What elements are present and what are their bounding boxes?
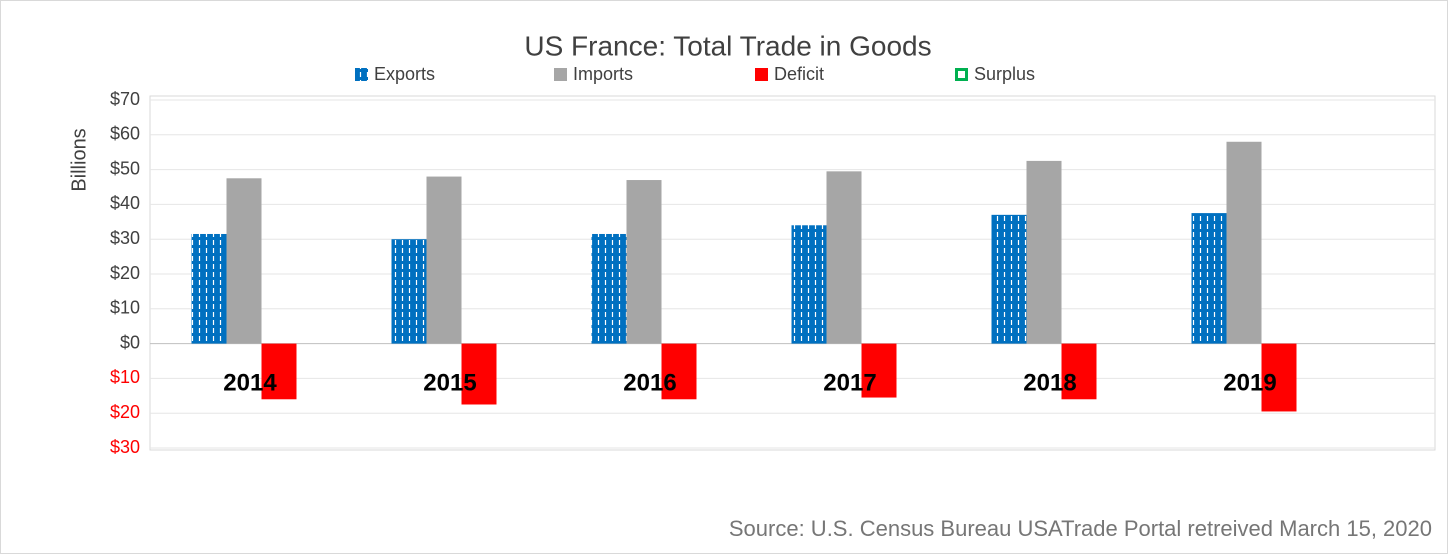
bar bbox=[591, 233, 627, 344]
legend-label: Deficit bbox=[774, 64, 824, 84]
x-tick-label: 2015 bbox=[423, 369, 476, 396]
legend-swatch bbox=[755, 68, 768, 81]
bar bbox=[391, 239, 427, 344]
bar bbox=[826, 171, 862, 344]
legend-swatch bbox=[955, 68, 968, 81]
y-tick-label: $60 bbox=[110, 124, 140, 144]
chart-title: US France: Total Trade in Goods bbox=[524, 30, 931, 61]
x-tick-label: 2018 bbox=[1023, 369, 1076, 396]
bar bbox=[461, 343, 497, 405]
y-tick-label: $30 bbox=[110, 437, 140, 457]
y-tick-label: $0 bbox=[120, 332, 140, 352]
x-tick-label: 2016 bbox=[623, 369, 676, 396]
bar bbox=[1061, 343, 1097, 400]
y-tick-label: $70 bbox=[110, 89, 140, 109]
bar bbox=[1191, 213, 1227, 344]
y-axis-label: Billions bbox=[68, 128, 90, 191]
bar bbox=[261, 343, 297, 400]
y-tick-label: $10 bbox=[110, 367, 140, 387]
bar bbox=[791, 225, 827, 344]
y-tick-label: $50 bbox=[110, 158, 140, 178]
x-tick-label: 2019 bbox=[1223, 369, 1276, 396]
legend-swatch bbox=[554, 68, 567, 81]
legend-label: Imports bbox=[573, 64, 633, 84]
bar bbox=[861, 343, 897, 398]
bar bbox=[1226, 141, 1262, 344]
bar bbox=[626, 180, 662, 344]
y-tick-label: $10 bbox=[110, 298, 140, 318]
legend-swatch bbox=[355, 68, 368, 81]
legend-label: Surplus bbox=[974, 64, 1035, 84]
legend-label: Exports bbox=[374, 64, 435, 84]
bar bbox=[991, 214, 1027, 344]
y-tick-label: $20 bbox=[110, 263, 140, 283]
bar bbox=[1026, 160, 1062, 344]
source-note: Source: U.S. Census Bureau USATrade Port… bbox=[729, 516, 1432, 541]
bar bbox=[426, 176, 462, 344]
x-tick-label: 2014 bbox=[223, 369, 277, 396]
y-tick-label: $20 bbox=[110, 402, 140, 422]
y-tick-label: $30 bbox=[110, 228, 140, 248]
y-tick-label: $40 bbox=[110, 193, 140, 213]
bar bbox=[226, 178, 262, 344]
bar bbox=[1261, 343, 1297, 412]
x-tick-label: 2017 bbox=[823, 369, 876, 396]
plot-border bbox=[149, 95, 1436, 451]
bar bbox=[191, 233, 227, 344]
bar bbox=[661, 343, 697, 400]
